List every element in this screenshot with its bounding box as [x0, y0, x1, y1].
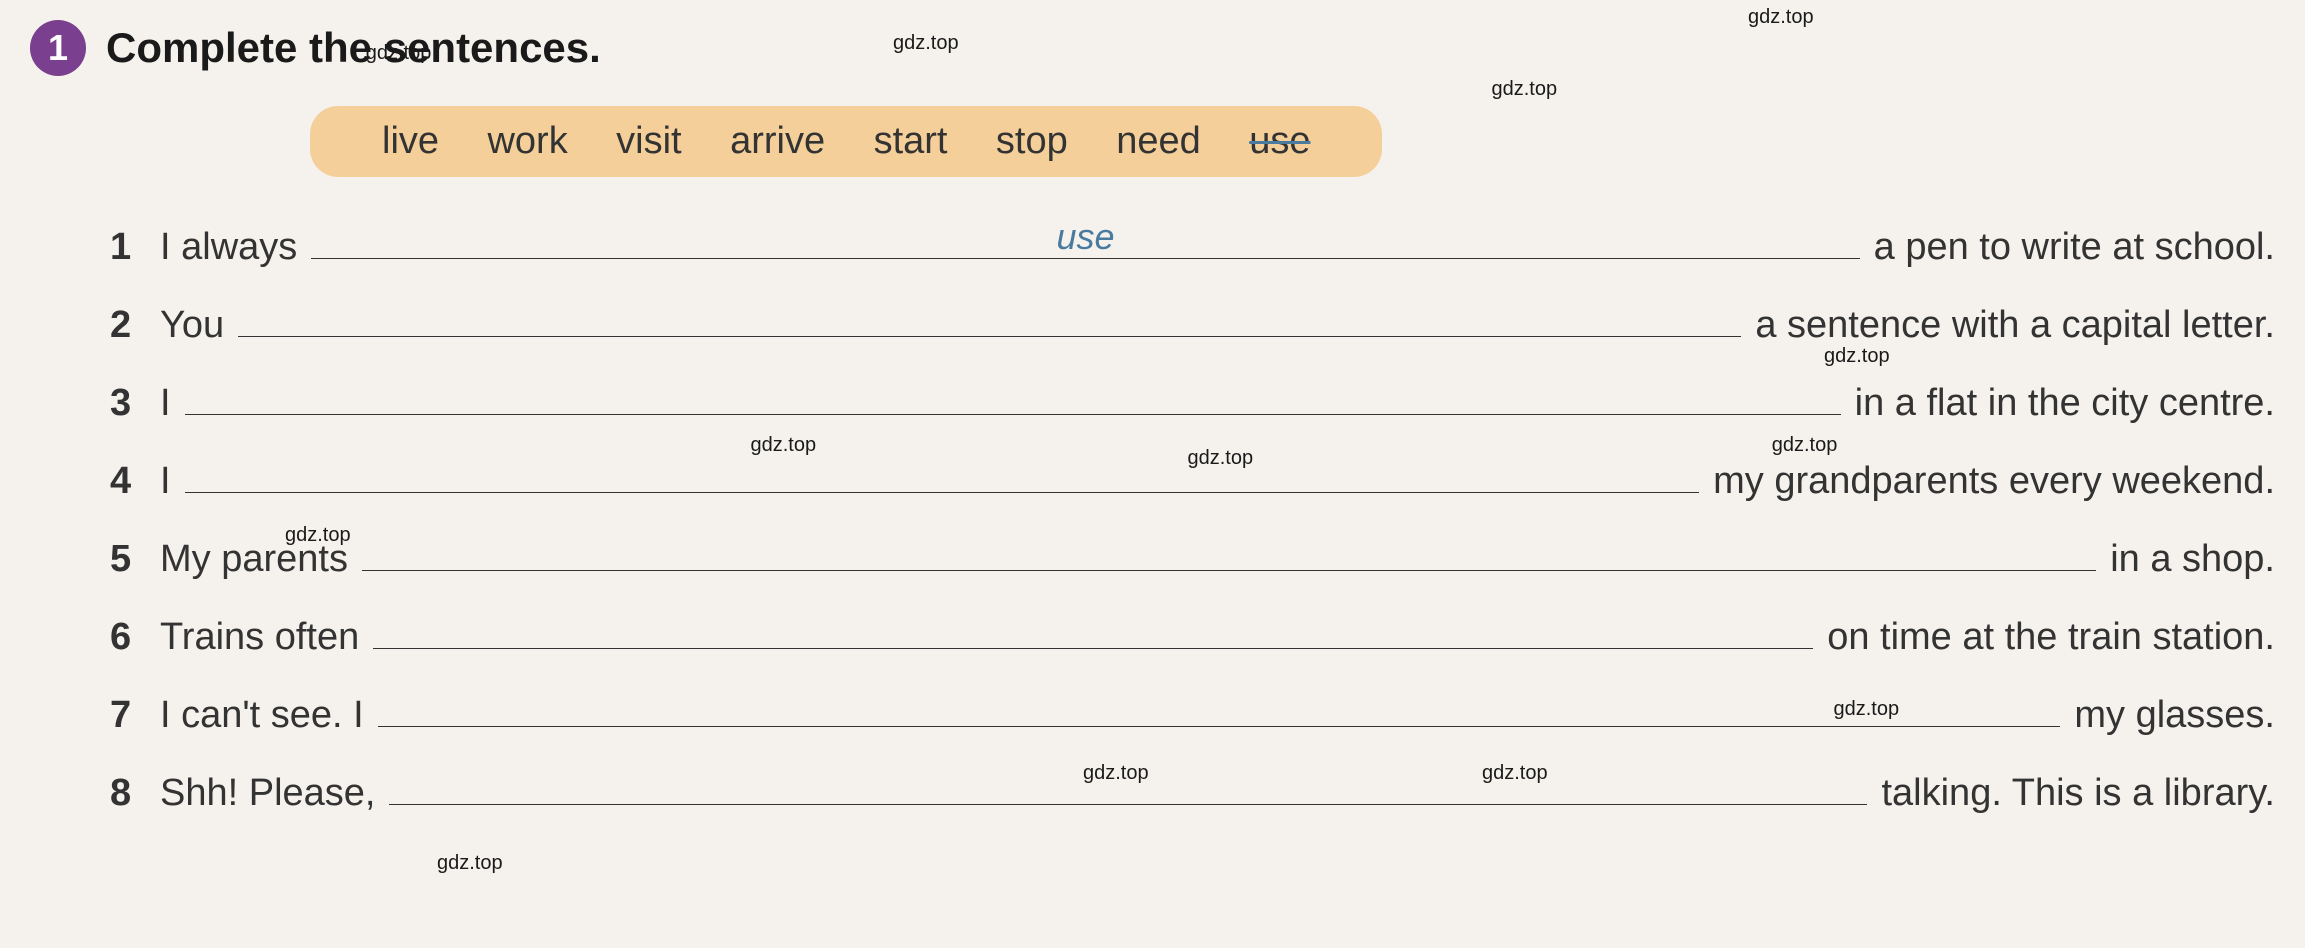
sentence-end: my grandparents every weekend. — [1713, 460, 2275, 503]
word-bank-word: start — [874, 120, 948, 162]
blank-input[interactable]: use — [311, 217, 1859, 259]
sentence-row: 3 I in a flat in the city centre. — [110, 373, 2275, 425]
blank-input[interactable] — [185, 373, 1841, 415]
sentence-start: You — [160, 304, 224, 347]
sentence-end: in a flat in the city centre. — [1855, 382, 2275, 425]
sentence-end: on time at the train station. — [1827, 616, 2275, 659]
sentence-end: a sentence with a capital letter. — [1755, 304, 2275, 347]
sentence-row: 7 I can't see. I my glasses. — [110, 685, 2275, 737]
word-bank-word: arrive — [730, 120, 825, 162]
sentence-number: 8 — [110, 772, 160, 815]
exercise-title: Complete the sentences. — [106, 24, 601, 72]
word-bank-word: stop — [996, 120, 1068, 162]
sentence-row: 8 Shh! Please, talking. This is a librar… — [110, 763, 2275, 815]
sentence-start: I — [160, 382, 171, 425]
sentence-row: 6 Trains often on time at the train stat… — [110, 607, 2275, 659]
sentence-start: Shh! Please, — [160, 772, 375, 815]
sentence-start: I can't see. I — [160, 694, 364, 737]
sentence-number: 7 — [110, 694, 160, 737]
sentence-end: in a shop. — [2110, 538, 2275, 581]
blank-input[interactable] — [378, 685, 2061, 727]
exercise-number-badge: 1 — [30, 20, 86, 76]
blank-input[interactable] — [389, 763, 1867, 805]
sentence-end: my glasses. — [2074, 694, 2275, 737]
blank-input[interactable] — [185, 451, 1700, 493]
sentence-row: 5 My parents in a shop. — [110, 529, 2275, 581]
sentence-row: 2 You a sentence with a capital letter. — [110, 295, 2275, 347]
word-bank-word: need — [1116, 120, 1201, 162]
sentence-end: talking. This is a library. — [1881, 772, 2275, 815]
sentence-start: My parents — [160, 538, 348, 581]
sentence-start: I always — [160, 226, 297, 269]
sentence-number: 4 — [110, 460, 160, 503]
sentence-number: 5 — [110, 538, 160, 581]
word-bank-word: visit — [616, 120, 681, 162]
sentence-end: a pen to write at school. — [1874, 226, 2275, 269]
sentence-number: 2 — [110, 304, 160, 347]
watermark: gdz.top — [1492, 78, 1558, 101]
word-bank-word: live — [382, 120, 439, 162]
word-bank-word: work — [487, 120, 567, 162]
watermark: gdz.top — [437, 852, 503, 875]
sentence-number: 6 — [110, 616, 160, 659]
sentence-row: 4 I my grandparents every weekend. — [110, 451, 2275, 503]
sentence-start: I — [160, 460, 171, 503]
sentence-number: 1 — [110, 226, 160, 269]
sentence-start: Trains often — [160, 616, 359, 659]
word-bank-used-word: use — [1249, 120, 1310, 162]
blank-input[interactable] — [238, 295, 1741, 337]
blank-input[interactable] — [362, 529, 2096, 571]
blank-input[interactable] — [373, 607, 1813, 649]
sentence-row: 1 I always use a pen to write at school. — [110, 217, 2275, 269]
sentence-number: 3 — [110, 382, 160, 425]
sentence-list: 1 I always use a pen to write at school.… — [110, 217, 2275, 815]
word-bank: live work visit arrive start stop need u… — [310, 106, 1382, 177]
exercise-header: 1 Complete the sentences. — [30, 20, 2275, 76]
blank-answer: use — [311, 216, 1859, 258]
exercise-number: 1 — [48, 27, 68, 69]
